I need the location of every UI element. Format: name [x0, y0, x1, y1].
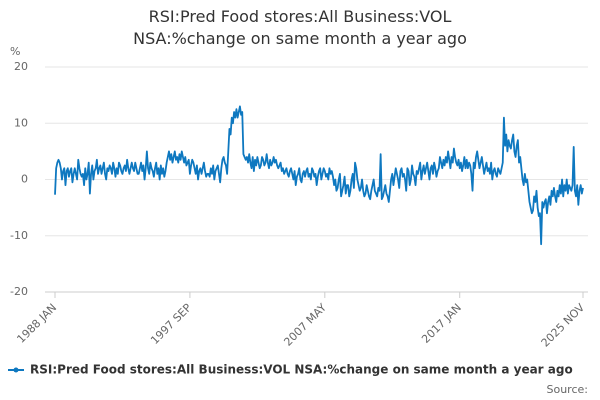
- chart-title: RSI:Pred Food stores:All Business:VOL NS…: [133, 7, 467, 48]
- source: Source:: [547, 383, 589, 396]
- x-tick-label: 2025 NOV: [539, 301, 588, 350]
- y-tick-label: 10: [14, 116, 28, 129]
- x-tick-label: 2017 JAN: [419, 301, 464, 346]
- y-tick-label: 0: [21, 173, 28, 186]
- x-tick-label: 1988 JAN: [14, 301, 59, 346]
- legend-label: RSI:Pred Food stores:All Business:VOL NS…: [30, 363, 573, 377]
- data-line: [54, 105, 584, 246]
- y-axis-label: %: [10, 45, 20, 58]
- x-tick-label: 2007 MAY: [281, 301, 329, 349]
- y-tick-label: -10: [10, 229, 28, 242]
- legend-marker: [13, 367, 19, 373]
- y-tick-label: -20: [10, 285, 28, 298]
- x-tick-label: 1997 SEP: [148, 301, 194, 347]
- y-tick-label: 20: [14, 60, 28, 73]
